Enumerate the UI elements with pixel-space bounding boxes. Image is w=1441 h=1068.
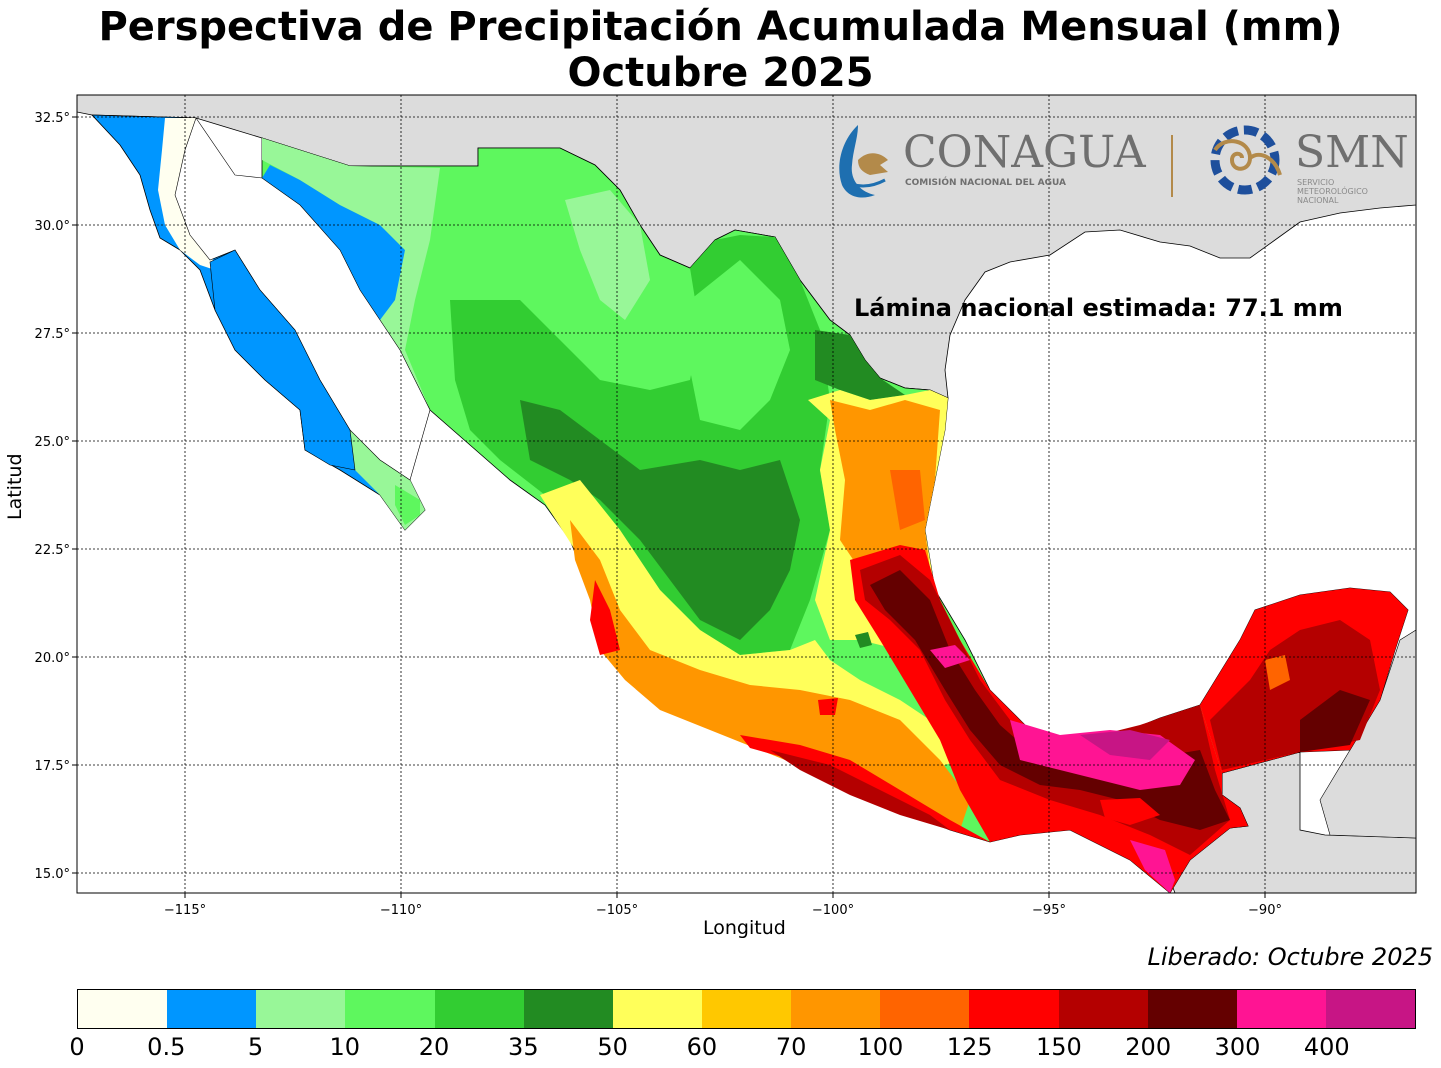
pacific-red-band: [590, 580, 620, 655]
colorbar: [77, 989, 1416, 1029]
chihuahua-light-green: [565, 190, 650, 320]
x-axis-label: Longitud: [703, 917, 786, 939]
baja-south-blue: [209, 249, 356, 471]
map-frame: [76, 94, 1417, 894]
y-tick-label: 32.5°: [35, 111, 70, 126]
guerrero-dark-red: [770, 750, 950, 830]
x-tick-label: −90°: [1248, 903, 1282, 918]
pacific-orange-band: [570, 520, 970, 830]
michoacan-red-spot: [818, 698, 838, 715]
conagua-eagle-icon: [858, 153, 888, 175]
y-tick-label: 30.0°: [35, 219, 70, 234]
sonora-dry-band: [262, 165, 405, 345]
colorbar-tick-label: 0: [69, 1033, 85, 1061]
colorbar-tick-label: 20: [418, 1033, 450, 1061]
smn-subtitle-line: NACIONAL: [1297, 196, 1339, 205]
colorbar-segment: [434, 990, 524, 1028]
sonora-light-green: [262, 138, 440, 410]
colorbar-segment: [1236, 990, 1326, 1028]
y-tick-label: 27.5°: [35, 327, 70, 342]
colorbar-segment: [612, 990, 702, 1028]
gridlines: [77, 95, 1416, 893]
northeast-dark-green: [815, 330, 905, 400]
colorbar-tick-label: 50: [597, 1033, 628, 1061]
x-tick-label: −100°: [812, 903, 854, 918]
colorbar-segment: [167, 990, 257, 1028]
colorbar-tick-label: 400: [1303, 1033, 1350, 1061]
northeast-green-patch: [690, 260, 790, 430]
oaxaca-redspot: [1100, 798, 1160, 825]
colorbar-tick-label: 5: [247, 1033, 264, 1061]
tabasco-violet: [1080, 730, 1170, 760]
conagua-logo: CONAGUA COMISIÓN NACIONAL DEL AGUA: [839, 125, 1173, 198]
gulf-darkorange: [890, 470, 925, 530]
x-tick-label: −110°: [380, 903, 422, 918]
colorbar-tick-label: 10: [329, 1033, 361, 1061]
smn-subtitle-line: SERVICIO: [1297, 178, 1334, 187]
gulf-orange-band: [830, 400, 940, 570]
colorbar-segment: [345, 990, 435, 1028]
y-axis-label: Latitud: [4, 453, 26, 520]
release-date: Liberado: Octubre 2025: [1147, 943, 1433, 971]
baja-dry-core: [158, 118, 235, 275]
gulf-of-california: [174, 117, 431, 481]
colorbar-segment: [1147, 990, 1237, 1028]
yucatan-orange-spot: [1265, 655, 1290, 690]
sierra-dark-green-core: [520, 400, 800, 640]
colorbar-segment: [523, 990, 613, 1028]
tick-marks: [72, 116, 1266, 898]
smn-spiral-icon: [1213, 139, 1282, 176]
x-tick-label: −95°: [1032, 903, 1066, 918]
colorbar-segment: [78, 990, 168, 1028]
bajio-green-spot: [855, 632, 872, 648]
colorbar-segment: [880, 990, 970, 1028]
yucatan-maroon: [1300, 690, 1370, 752]
map-title: Perspectiva de Precipitación Acumulada M…: [98, 4, 1343, 50]
smn-gear-icon: [1210, 125, 1280, 195]
national-estimate-annotation: Lámina nacional estimada: 77.1 mm: [854, 294, 1343, 322]
y-tick-label: 15.0°: [35, 867, 70, 882]
x-tick-label: −105°: [596, 903, 638, 918]
chiapas-magenta: [1130, 840, 1175, 893]
colorbar-segment: [969, 990, 1059, 1028]
colorbar-tick-label: 150: [1036, 1033, 1082, 1061]
puebla-magenta: [930, 645, 970, 668]
colorbar-segment: [701, 990, 792, 1028]
conagua-subtitle: COMISIÓN NACIONAL DEL AGUA: [905, 176, 1066, 188]
colorbar-tick-label: 0.5: [147, 1033, 186, 1061]
y-tick-label: 17.5°: [35, 759, 70, 774]
y-tick-label: 20.0°: [35, 651, 70, 666]
colorbar-tick-label: 200: [1125, 1033, 1172, 1061]
conagua-water-icon: [839, 125, 875, 198]
colorbar-tick-label: 100: [857, 1033, 904, 1061]
y-tick-label: 25.0°: [35, 435, 70, 450]
colorbar-tick-label: 35: [508, 1033, 539, 1061]
colorbar-segment: [1325, 990, 1416, 1028]
x-tick-label: −115°: [164, 903, 206, 918]
colorbar-segment: [256, 990, 346, 1028]
colorbar-tick-label: 300: [1214, 1033, 1261, 1061]
colorbar-segment: [791, 990, 881, 1028]
smn-wordmark: SMN: [1295, 127, 1409, 178]
conagua-wave-icon: [844, 178, 886, 188]
map-subtitle: Octubre 2025: [567, 50, 874, 96]
smn-subtitle-line: METEOROLÓGICO: [1297, 185, 1368, 196]
conagua-wordmark: CONAGUA: [903, 127, 1147, 178]
smn-logo: SMN SERVICIO METEOROLÓGICO NACIONAL: [1210, 125, 1409, 205]
colorbar-segment: [1058, 990, 1148, 1028]
colorbar-tick-label: 125: [946, 1033, 993, 1061]
colorbar-tick-label: 60: [686, 1033, 718, 1061]
y-tick-label: 22.5°: [35, 543, 70, 558]
colorbar-tick-label: 70: [775, 1033, 807, 1061]
